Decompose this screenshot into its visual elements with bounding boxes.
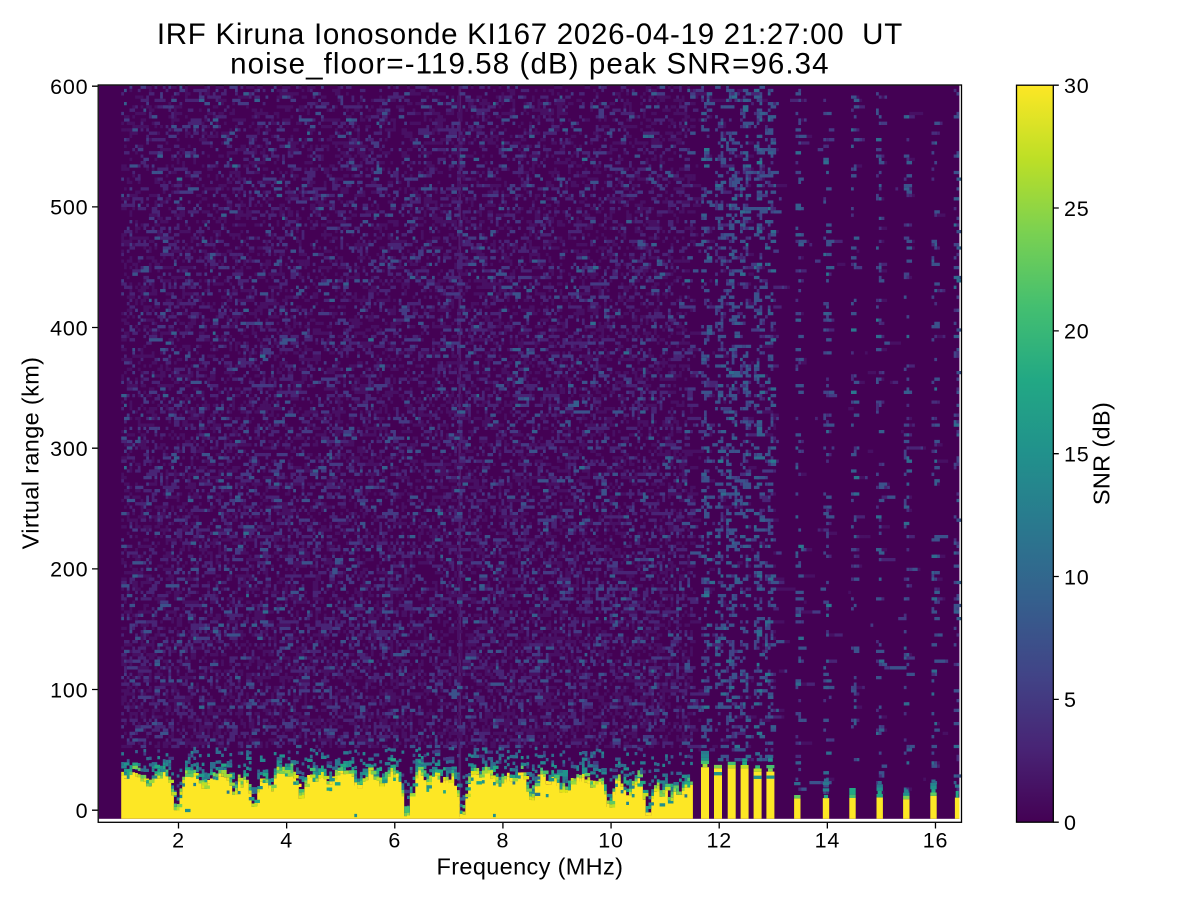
svg-text:6: 6: [388, 828, 401, 852]
svg-text:200: 200: [50, 558, 88, 582]
svg-text:5: 5: [1064, 688, 1077, 712]
svg-text:Frequency (MHz): Frequency (MHz): [437, 854, 624, 880]
svg-text:4: 4: [280, 828, 293, 852]
svg-text:500: 500: [50, 196, 88, 220]
svg-text:16: 16: [923, 828, 949, 852]
svg-text:0: 0: [1064, 811, 1077, 835]
svg-text:300: 300: [50, 437, 88, 461]
svg-text:10: 10: [1064, 565, 1090, 589]
svg-text:100: 100: [50, 678, 88, 702]
svg-text:30: 30: [1064, 74, 1090, 98]
svg-text:14: 14: [815, 828, 841, 852]
svg-text:20: 20: [1064, 320, 1090, 344]
svg-text:SNR (dB): SNR (dB): [1089, 402, 1115, 505]
svg-text:12: 12: [706, 828, 732, 852]
svg-text:IRF Kiruna Ionosonde KI167 202: IRF Kiruna Ionosonde KI167 2026-04-19 21…: [157, 18, 903, 51]
svg-text:2: 2: [172, 828, 185, 852]
svg-text:10: 10: [598, 828, 624, 852]
svg-text:25: 25: [1064, 197, 1090, 221]
svg-text:Virtual range (km): Virtual range (km): [18, 357, 44, 550]
svg-text:0: 0: [76, 799, 89, 823]
svg-text:8: 8: [497, 828, 510, 852]
svg-text:noise_floor=-119.58 (dB) peak: noise_floor=-119.58 (dB) peak SNR=96.34: [230, 48, 830, 81]
svg-text:600: 600: [50, 75, 88, 99]
svg-text:400: 400: [50, 316, 88, 340]
svg-text:15: 15: [1064, 443, 1090, 467]
